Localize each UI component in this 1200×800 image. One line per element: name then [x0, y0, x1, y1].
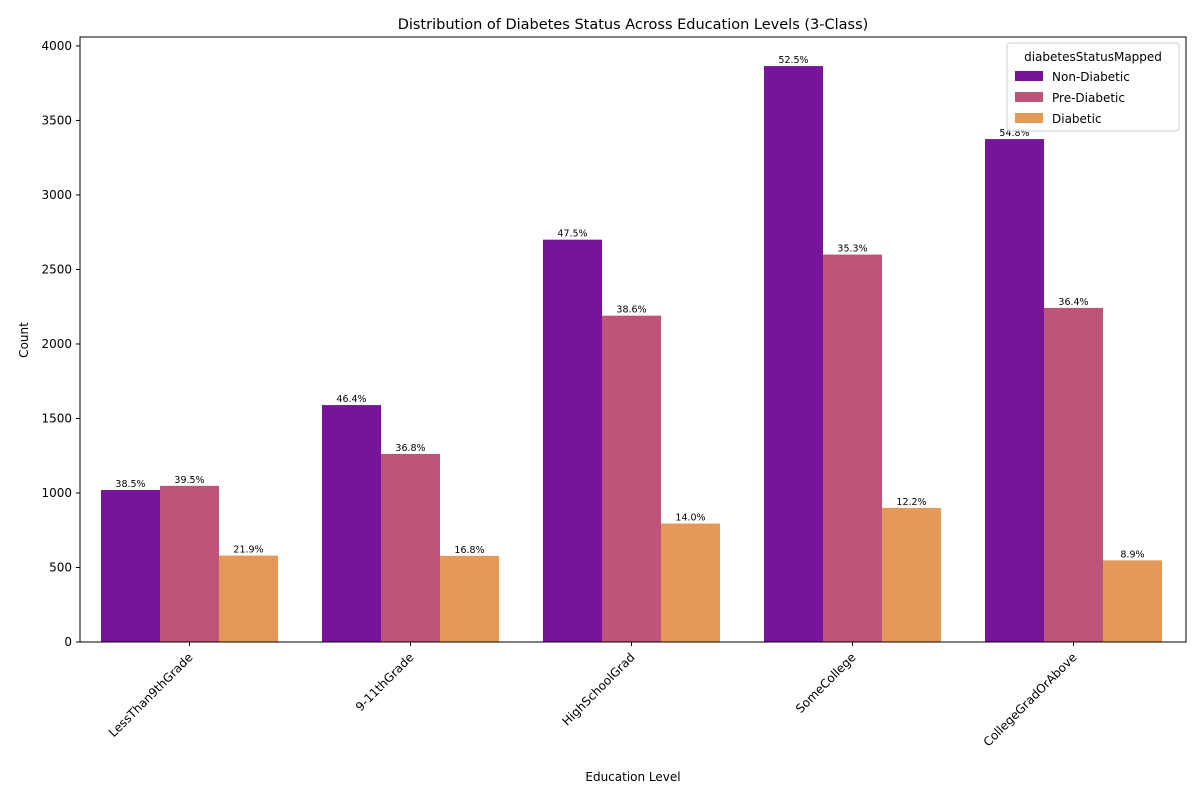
- bar-diabetic-2: [661, 523, 720, 642]
- y-tick-label: 1500: [41, 411, 72, 425]
- plot-frame: [79, 36, 1187, 643]
- bar-pre-diabetic-1: [381, 453, 440, 642]
- bar-diabetic-3: [882, 507, 941, 642]
- bar-value-label: 14.0%: [675, 513, 705, 524]
- bar-value-label: 52.5%: [778, 55, 808, 66]
- y-tick-label: 3000: [41, 188, 72, 202]
- bar-non-diabetic-0: [101, 490, 160, 642]
- y-tick-label: 3500: [41, 113, 72, 127]
- y-tick-label: 2000: [41, 337, 72, 351]
- bar-non-diabetic-2: [543, 239, 602, 642]
- chart-title: Distribution of Diabetes Status Across E…: [398, 17, 869, 33]
- bar-value-label: 21.9%: [233, 545, 263, 556]
- bar-pre-diabetic-4: [1044, 307, 1103, 642]
- bar-value-label: 38.6%: [616, 305, 646, 316]
- bar-pre-diabetic-3: [823, 254, 882, 642]
- legend: diabetesStatusMapped Non-Diabetic Pre-Dia…: [1006, 42, 1180, 132]
- y-axis: 0 500 1000 1500 2000 2500 3000 3500 4000: [41, 39, 80, 649]
- bar-value-label: 46.4%: [336, 394, 366, 405]
- bar-diabetic-1: [440, 555, 499, 642]
- legend-title: diabetesStatusMapped: [1024, 50, 1162, 64]
- legend-items: Non-Diabetic Pre-Diabetic Diabetic: [1015, 70, 1130, 126]
- legend-swatch-pre-diabetic: [1015, 92, 1043, 102]
- y-axis-title: Count: [17, 322, 31, 358]
- bar-pre-diabetic-0: [160, 485, 219, 642]
- bar-diabetic-4: [1103, 560, 1162, 642]
- y-tick-label: 2500: [41, 262, 72, 276]
- bar-value-label: 47.5%: [557, 229, 587, 240]
- legend-label: Non-Diabetic: [1052, 70, 1130, 84]
- bar-value-label: 38.5%: [115, 479, 145, 490]
- legend-box: [1006, 42, 1180, 132]
- bar-value-label: 16.8%: [454, 545, 484, 556]
- y-tick-label: 1000: [41, 486, 72, 500]
- bar-value-label: 54.8%: [999, 128, 1029, 139]
- bar-value-label: 36.4%: [1058, 297, 1088, 308]
- bar-pre-diabetic-2: [602, 315, 661, 642]
- legend-swatch-diabetic: [1015, 113, 1043, 123]
- y-tick-label: 500: [49, 560, 72, 574]
- x-axis-title: Education Level: [585, 770, 680, 784]
- bar-non-diabetic-3: [764, 66, 823, 643]
- y-tick-label: 4000: [41, 39, 72, 53]
- bar-non-diabetic-1: [322, 405, 381, 642]
- legend-label: Pre-Diabetic: [1052, 91, 1125, 105]
- bar-value-label: 12.2%: [896, 497, 926, 508]
- bar-value-label: 36.8%: [395, 443, 425, 454]
- bar-value-label: 35.3%: [837, 244, 867, 255]
- bar-value-label: 8.9%: [1120, 549, 1144, 560]
- bar-non-diabetic-4: [985, 139, 1044, 642]
- y-tick-label: 0: [64, 635, 72, 649]
- bars-group: [101, 66, 1162, 643]
- legend-swatch-non-diabetic: [1015, 71, 1043, 81]
- bar-labels-group: 38.5% 46.4% 47.5% 52.5% 54.8% 39.5% 36.8% 38.6%…: [115, 55, 1144, 560]
- legend-label: Diabetic: [1052, 112, 1102, 126]
- bar-diabetic-0: [219, 555, 278, 642]
- bar-value-label: 39.5%: [174, 475, 204, 486]
